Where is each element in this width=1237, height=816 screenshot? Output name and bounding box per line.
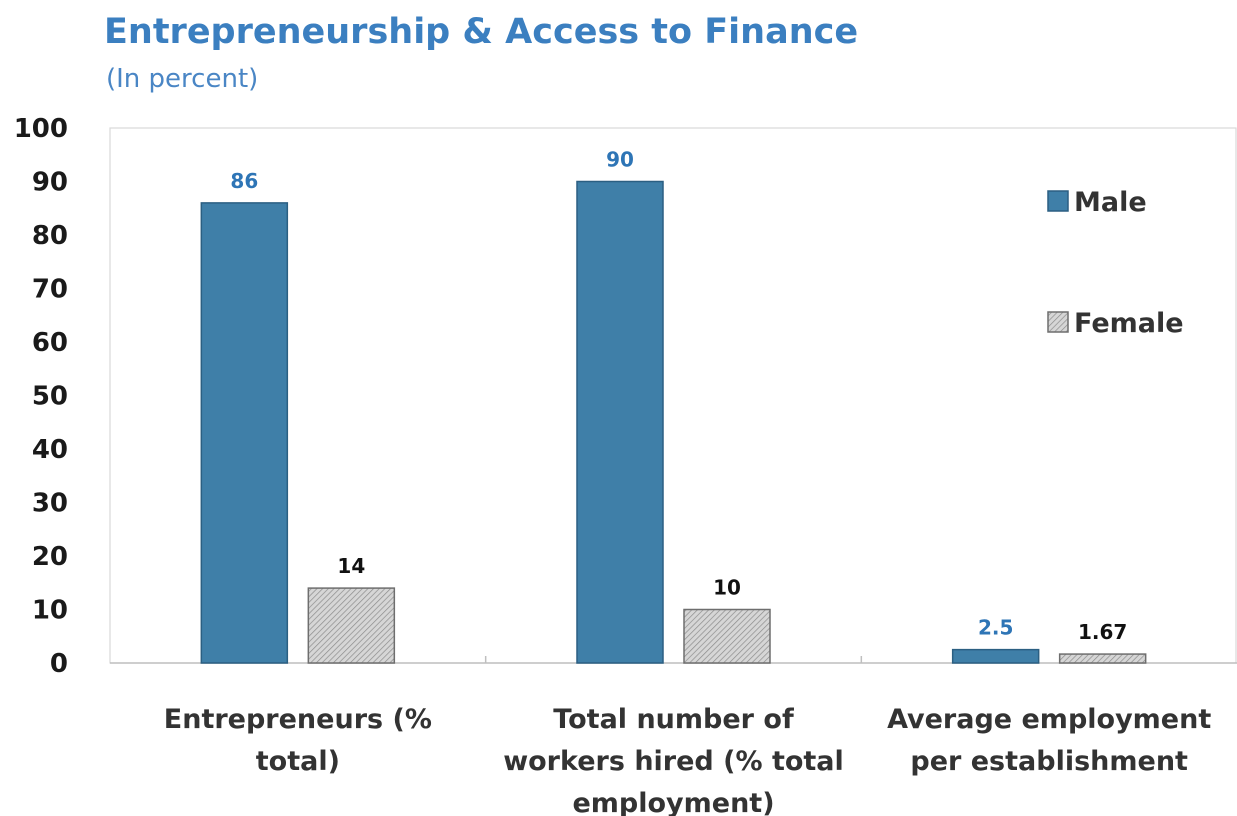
data-label-male: 90 <box>606 148 634 172</box>
legend-label-female: Female <box>1074 308 1184 339</box>
data-label-male: 2.5 <box>978 616 1013 640</box>
bar-male <box>576 180 664 664</box>
data-label-male: 86 <box>230 169 258 193</box>
y-tick-label: 30 <box>32 489 68 519</box>
y-tick-label: 40 <box>32 435 68 465</box>
y-tick-label: 90 <box>32 168 68 198</box>
y-tick-label: 100 <box>14 114 68 144</box>
x-category-label: Total number of <box>553 704 794 735</box>
chart-legend: Male Female <box>1047 187 1184 339</box>
y-tick-label: 80 <box>32 221 68 251</box>
x-category-label: Entrepreneurs (% <box>164 704 432 735</box>
y-tick-label: 70 <box>32 275 68 305</box>
legend-swatch-male <box>1047 190 1069 212</box>
data-label-female: 1.67 <box>1078 620 1127 644</box>
x-category-label: per establishment <box>910 746 1188 777</box>
x-category-label: workers hired (% total <box>503 746 844 777</box>
data-label-female: 14 <box>337 554 365 578</box>
bar-female <box>683 608 771 664</box>
chart-subtitle: (In percent) <box>106 64 259 94</box>
y-tick-label: 0 <box>50 649 68 679</box>
y-tick-label: 60 <box>32 328 68 358</box>
bar-male <box>951 648 1040 664</box>
bar-female <box>307 587 396 664</box>
y-tick-label: 50 <box>32 382 68 412</box>
chart-title: Entrepreneurship & Access to Finance <box>104 12 859 52</box>
chart-axes: 0 10 20 30 40 50 60 70 80 90 100 <box>14 114 1237 679</box>
bar-female <box>1058 653 1147 664</box>
legend-swatch-female <box>1047 311 1069 333</box>
bar-male <box>200 202 289 664</box>
x-category-label: total) <box>256 746 340 777</box>
y-tick-label: 10 <box>32 596 68 626</box>
legend-label-male: Male <box>1074 187 1147 218</box>
y-tick-label: 20 <box>32 542 68 572</box>
data-label-female: 10 <box>713 576 741 600</box>
x-category-label: Average employment <box>887 704 1211 735</box>
chart-bars <box>200 180 1147 664</box>
chart-labels: 86 14 Entrepreneurs (% total) 90 10 Total numb… <box>164 148 1212 816</box>
x-category-label: employment) <box>572 788 774 816</box>
